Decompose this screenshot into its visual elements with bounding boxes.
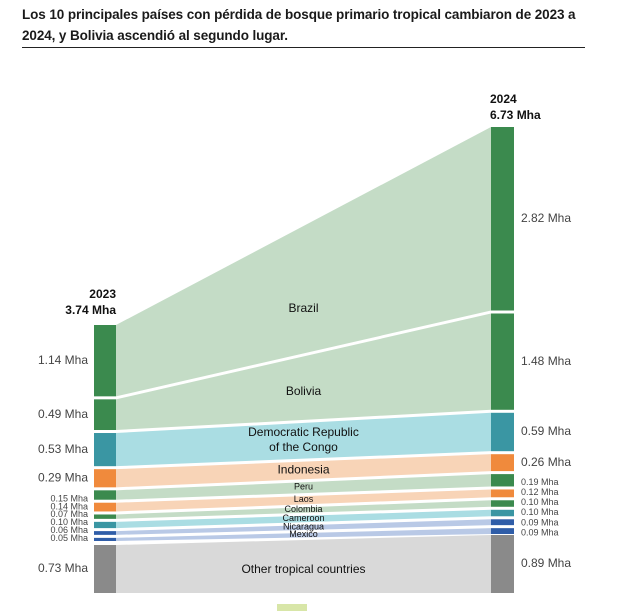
bar-2024-bolivia (491, 313, 514, 410)
bar-2023-democratic-republic-of-the-congo (94, 433, 116, 467)
value-2023-other-tropical-countries: 0.73 Mha (38, 561, 88, 575)
band-laos (116, 489, 491, 512)
bar-2023-nicaragua (94, 531, 116, 535)
label-mexico: Mexico (289, 529, 318, 539)
value-2023-brazil: 1.14 Mha (38, 353, 88, 367)
bar-2024-peru (491, 474, 514, 487)
value-2023-peru: 0.15 Mha (50, 493, 88, 503)
band-nicaragua (116, 519, 491, 535)
legend-swatch (277, 604, 307, 611)
bar-2023-brazil (94, 325, 116, 397)
band-colombia (116, 500, 491, 519)
year-2024: 2024 (490, 92, 517, 106)
label-cameroon: Cameroon (282, 513, 324, 523)
band-indonesia (116, 454, 491, 488)
label-democratic-republic-of-the-congo: Democratic Republic of the Congo (248, 425, 359, 454)
total-2024: 6.73 Mha (490, 108, 541, 122)
value-2024-democratic-republic-of-the-congo: 0.59 Mha (521, 424, 571, 438)
value-2024-brazil: 2.82 Mha (521, 211, 571, 225)
bar-2023-colombia (94, 514, 116, 519)
band-mexico (116, 528, 491, 541)
bar-2023-mexico (94, 537, 116, 541)
band-cameroon (116, 509, 491, 529)
value-2023-mexico: 0.05 Mha (50, 533, 88, 543)
bar-2023-laos (94, 502, 116, 512)
bar-2024-other-tropical-countries (491, 535, 514, 593)
value-2024-laos: 0.12 Mha (521, 487, 559, 497)
band-other-tropical-countries (116, 535, 491, 593)
value-2023-democratic-republic-of-the-congo: 0.53 Mha (38, 442, 88, 456)
label-nicaragua: Nicaragua (283, 521, 324, 531)
bar-2024-laos (491, 489, 514, 498)
value-2023-indonesia: 0.29 Mha (38, 470, 88, 484)
bar-2024-nicaragua (491, 519, 514, 526)
bar-2024-mexico (491, 528, 514, 534)
chart-title: Los 10 principales países con pérdida de… (22, 7, 576, 43)
value-2024-bolivia: 1.48 Mha (521, 354, 571, 368)
title-divider (22, 47, 585, 48)
label-colombia: Colombia (284, 504, 322, 514)
value-2023-colombia: 0.07 Mha (50, 509, 88, 519)
value-2024-other-tropical-countries: 0.89 Mha (521, 556, 571, 570)
bar-2024-colombia (491, 500, 514, 507)
band-democratic-republic-of-the-congo (116, 412, 491, 467)
bar-2024-democratic-republic-of-the-congo (491, 412, 514, 452)
band-peru (116, 474, 491, 500)
value-2024-cameroon: 0.10 Mha (521, 507, 559, 517)
value-2023-cameroon: 0.10 Mha (50, 517, 88, 527)
value-2024-indonesia: 0.26 Mha (521, 455, 571, 469)
bar-2024-indonesia (491, 454, 514, 472)
value-2023-bolivia: 0.49 Mha (38, 407, 88, 421)
band-bolivia (116, 313, 491, 431)
bar-2023-other-tropical-countries (94, 545, 116, 593)
value-2024-mexico: 0.09 Mha (521, 527, 559, 537)
label-indonesia: Indonesia (277, 463, 329, 477)
value-2023-nicaragua: 0.06 Mha (50, 525, 88, 535)
year-2023: 2023 (89, 287, 116, 301)
value-2024-peru: 0.19 Mha (521, 477, 559, 487)
bar-2023-indonesia (94, 469, 116, 488)
label-laos: Laos (294, 494, 314, 504)
bar-2024-cameroon (491, 509, 514, 517)
band-brazil (116, 127, 491, 397)
value-2024-nicaragua: 0.09 Mha (521, 517, 559, 527)
bar-2023-cameroon (94, 521, 116, 529)
total-2023: 3.74 Mha (65, 303, 116, 317)
label-other-tropical-countries: Other tropical countries (241, 562, 365, 576)
bar-2023-peru (94, 490, 116, 500)
bar-2023-bolivia (94, 399, 116, 431)
label-brazil: Brazil (288, 301, 318, 315)
label-peru: Peru (294, 482, 313, 492)
label-bolivia: Bolivia (286, 384, 322, 398)
value-2024-colombia: 0.10 Mha (521, 497, 559, 507)
value-2023-laos: 0.14 Mha (50, 501, 88, 511)
bar-2024-brazil (491, 127, 514, 311)
